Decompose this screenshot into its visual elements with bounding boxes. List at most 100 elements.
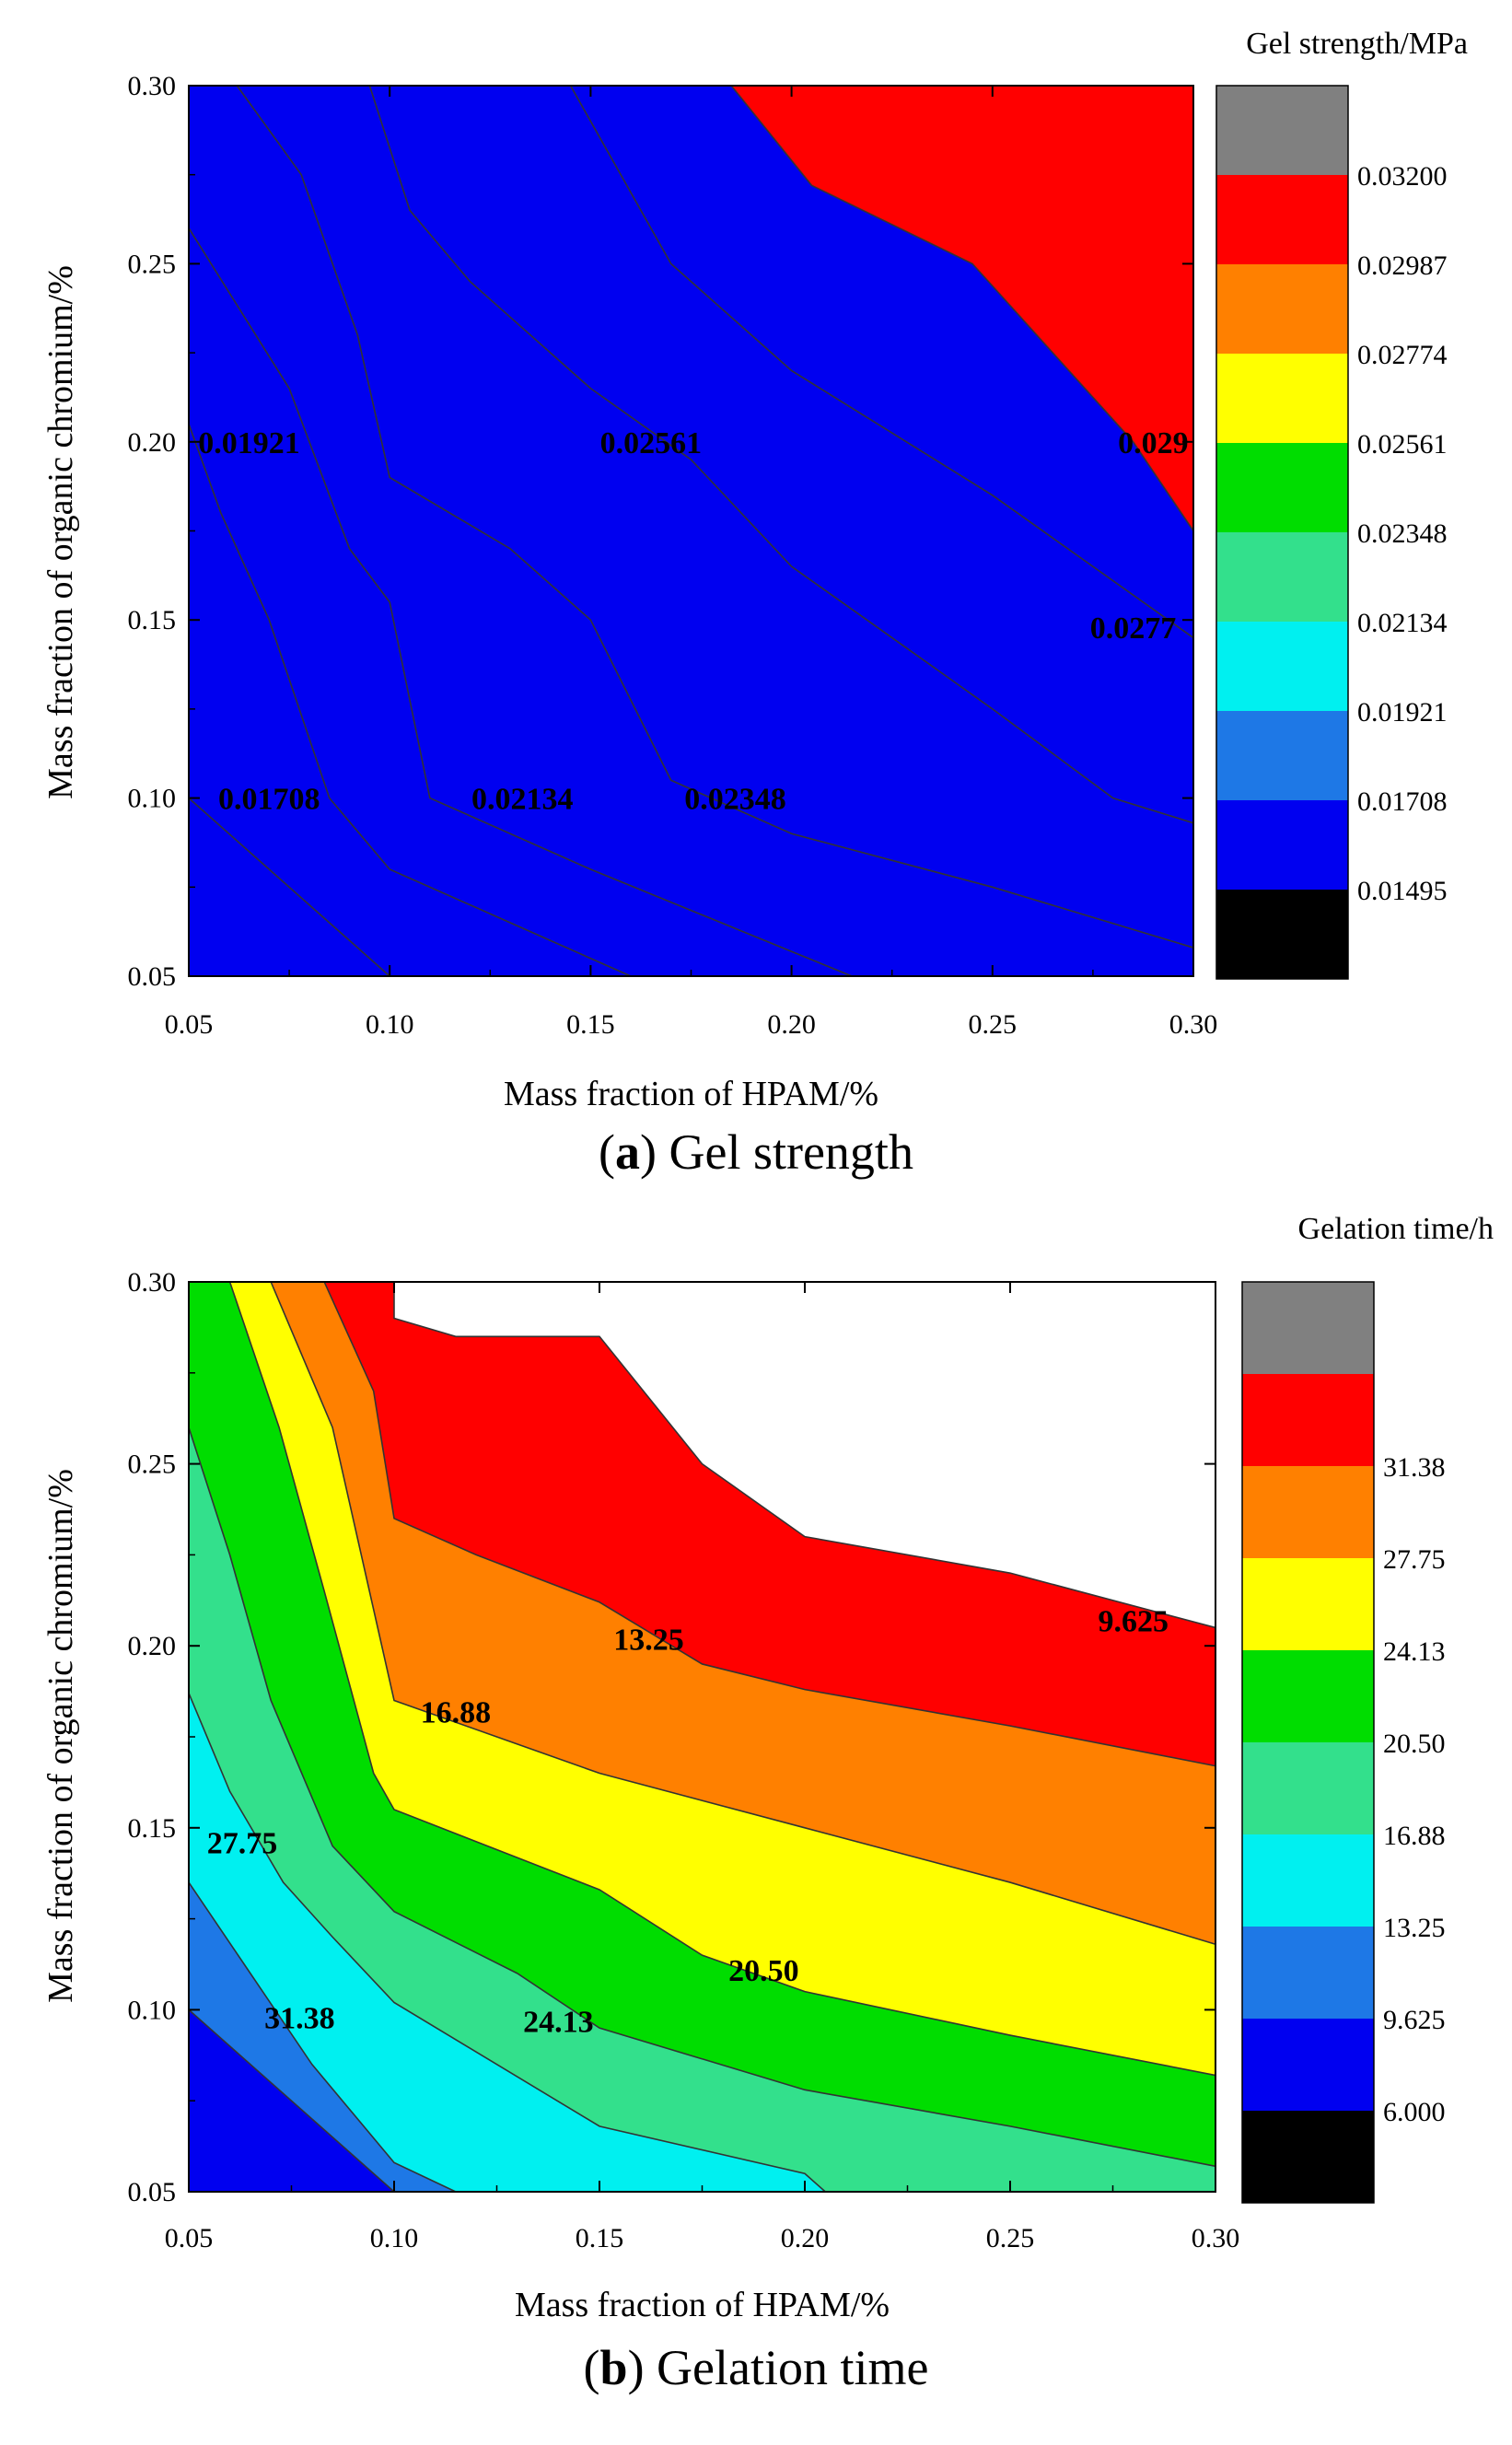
contour-line-27.75 xyxy=(188,1693,826,2193)
y-tick-label: 0.20 xyxy=(128,427,177,458)
colorbar-cell xyxy=(1242,1374,1374,1466)
contour-line-0.02774 xyxy=(730,85,1194,531)
chart-b: 9.625 13.25 16.88 27.75 20.50 31.38 24.13 0.05 0… xyxy=(41,1212,1494,2324)
colorbar-cell xyxy=(1216,175,1348,264)
y-tick-label: 0.30 xyxy=(128,71,177,101)
colorbar-cell xyxy=(1242,1650,1374,1742)
colorbar-label: 20.50 xyxy=(1383,1729,1446,1759)
contour-line-20.50 xyxy=(228,1281,1216,2077)
colorbar-cell xyxy=(1216,532,1348,622)
colorbar-cell xyxy=(1216,622,1348,711)
y-tick-label: 0.25 xyxy=(128,249,177,279)
x-tick-label: 0.10 xyxy=(370,2223,419,2253)
contour-label: 0.0277 xyxy=(1090,611,1177,646)
colorbar-cell xyxy=(1216,711,1348,800)
x-tick-label: 0.30 xyxy=(1169,1009,1218,1040)
colorbar-label: 0.02134 xyxy=(1357,608,1448,638)
contour-line-16.88 xyxy=(270,1281,1216,1946)
caption-a: (a) Gel strength xyxy=(599,1124,913,1180)
colorbar-cell xyxy=(1242,2019,1374,2111)
y-tick-label: 0.05 xyxy=(128,2177,177,2207)
colorbar-cell xyxy=(1242,1466,1374,1558)
colorbar-title: Gel strength/MPa xyxy=(1246,27,1468,61)
colorbar-label: 0.01921 xyxy=(1357,697,1448,728)
contour-line-31.38 xyxy=(188,1881,457,2193)
contour-label: 31.38 xyxy=(264,2001,335,2035)
y-axis-label: Mass fraction of organic chromium/% xyxy=(41,1469,80,2003)
contour-band-27.75 xyxy=(189,1693,826,2192)
colorbar-cell xyxy=(1216,443,1348,532)
x-tick-label: 0.15 xyxy=(576,2223,624,2253)
contour-line-0.02348 xyxy=(368,85,1194,824)
colorbar-cell xyxy=(1216,264,1348,354)
y-tick-label: 0.20 xyxy=(128,1631,177,1661)
y-axis-label: Mass fraction of organic chromium/% xyxy=(41,265,80,799)
contour-line-0.01921 xyxy=(188,227,853,977)
contour-label: 27.75 xyxy=(207,1827,278,1861)
colorbar-cell xyxy=(1216,890,1348,979)
colorbar-cell xyxy=(1242,1282,1374,1374)
colorbar-cell xyxy=(1242,2111,1374,2203)
contour-label: 24.13 xyxy=(523,2005,594,2039)
colorbar-title: Gelation time/h xyxy=(1298,1212,1494,1246)
contour-label: 0.02134 xyxy=(471,783,574,817)
contour-line-9.625 xyxy=(393,1282,1216,1629)
contour-label: 9.625 xyxy=(1099,1605,1169,1639)
contour-line-13.25 xyxy=(323,1281,1216,1767)
contour-label: 20.50 xyxy=(728,1954,799,1988)
contour-band-24.13 xyxy=(189,1427,1215,2192)
caption-b: (b) Gelation time xyxy=(583,2340,929,2395)
colorbar-label: 27.75 xyxy=(1383,1544,1446,1575)
contour-line-0.02134 xyxy=(236,85,1194,949)
x-axis-label: Mass fraction of HPAM/% xyxy=(515,2286,890,2324)
x-tick-label: 0.25 xyxy=(986,2223,1035,2253)
colorbar-label: 24.13 xyxy=(1383,1636,1446,1667)
contour-line-0.02561 xyxy=(569,85,1194,639)
colorbar-label: 31.38 xyxy=(1383,1452,1446,1483)
x-tick-label: 0.05 xyxy=(165,2223,214,2253)
contour-label: 0.01708 xyxy=(218,783,320,817)
colorbar-frame xyxy=(1241,1281,1375,2204)
x-tick-label: 0.05 xyxy=(165,1009,214,1040)
colorbar-label: 16.88 xyxy=(1383,1821,1446,1851)
colorbar-frame xyxy=(1215,85,1349,980)
contour-label: 16.88 xyxy=(421,1695,492,1729)
colorbar-label: 0.01708 xyxy=(1357,786,1448,817)
contour-label: 0.02348 xyxy=(684,783,786,817)
contour-label: 0.02561 xyxy=(600,426,703,460)
contour-band-0.02774 xyxy=(189,86,1193,976)
y-tick-label: 0.10 xyxy=(128,784,177,814)
contour-line-0.01495 xyxy=(188,798,390,977)
contour-line-24.13 xyxy=(188,1426,1216,2168)
contour-label: 0.029 xyxy=(1118,426,1189,460)
contour-line-0.01708 xyxy=(188,424,632,977)
y-tick-label: 0.10 xyxy=(128,1995,177,2025)
colorbar-label: 0.02987 xyxy=(1357,250,1448,281)
colorbar-cell xyxy=(1242,1834,1374,1927)
x-tick-label: 0.15 xyxy=(566,1009,615,1040)
x-tick-label: 0.30 xyxy=(1192,2223,1240,2253)
colorbar-label: 0.02774 xyxy=(1357,340,1448,370)
colorbar-cell xyxy=(1216,86,1348,175)
x-axis-label: Mass fraction of HPAM/% xyxy=(504,1075,878,1113)
colorbar-cell xyxy=(1242,1558,1374,1650)
x-tick-label: 0.25 xyxy=(969,1009,1018,1040)
y-tick-label: 0.15 xyxy=(128,605,177,635)
y-tick-label: 0.30 xyxy=(128,1267,177,1298)
x-tick-label: 0.10 xyxy=(366,1009,414,1040)
colorbar-label: 0.01495 xyxy=(1357,876,1448,906)
contour-line-outer xyxy=(188,2008,395,2193)
colorbar-label: 0.03200 xyxy=(1357,161,1448,192)
chart-a: 0.01921 0.02561 0.029 0.0277 0.01708 0.02134 0… xyxy=(41,27,1468,1113)
colorbar-label: 13.25 xyxy=(1383,1913,1446,1943)
x-tick-label: 0.20 xyxy=(781,2223,830,2253)
colorbar-label: 0.02561 xyxy=(1357,429,1448,460)
contour-label: 0.01921 xyxy=(198,426,300,460)
contour-label: 13.25 xyxy=(613,1623,684,1657)
colorbar-cell xyxy=(1216,800,1348,890)
y-tick-label: 0.05 xyxy=(128,961,177,992)
y-tick-label: 0.15 xyxy=(128,1813,177,1844)
colorbar-cell xyxy=(1242,1927,1374,2019)
colorbar-label: 6.000 xyxy=(1383,2097,1446,2127)
